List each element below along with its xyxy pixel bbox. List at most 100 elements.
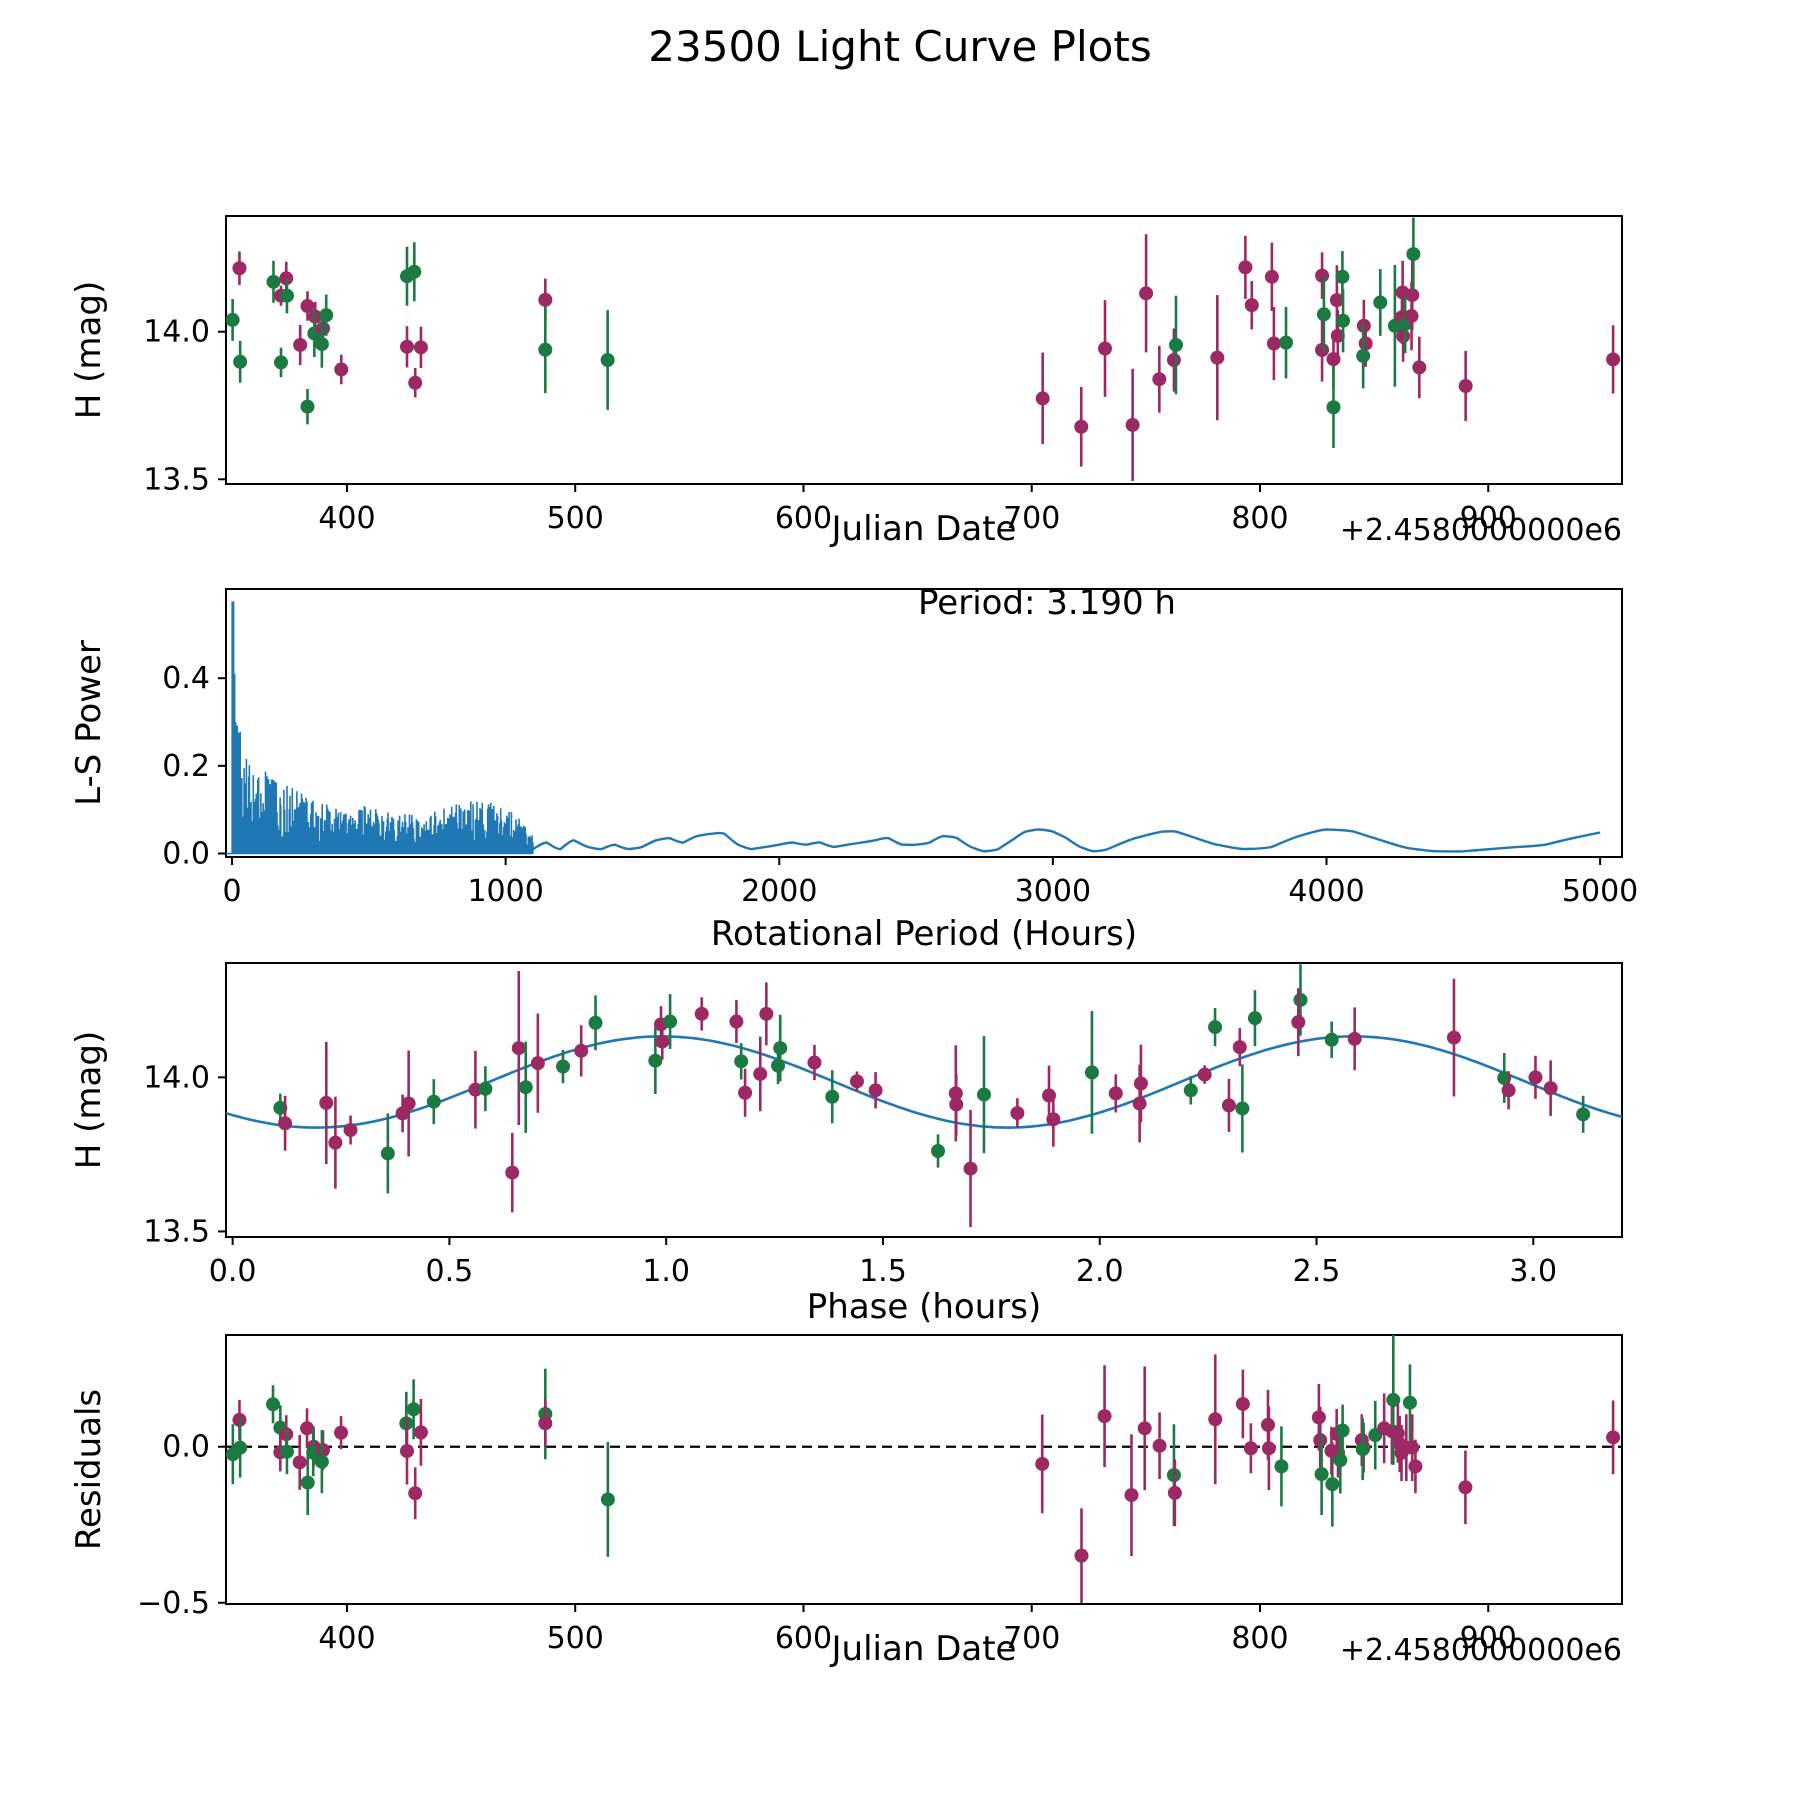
data-point bbox=[380, 1146, 395, 1161]
data-point bbox=[694, 1006, 709, 1021]
data-point bbox=[478, 1081, 493, 1096]
data-point bbox=[1373, 295, 1388, 310]
data-point bbox=[314, 337, 329, 352]
x-tick-label: 400 bbox=[318, 1621, 375, 1656]
data-point bbox=[1543, 1081, 1558, 1096]
data-point bbox=[1293, 992, 1308, 1007]
data-point bbox=[232, 261, 247, 276]
data-point bbox=[759, 1006, 774, 1021]
data-point bbox=[600, 353, 615, 368]
data-point bbox=[300, 399, 315, 414]
panel-data bbox=[226, 601, 1601, 855]
data-point bbox=[1408, 1459, 1423, 1474]
data-point bbox=[1035, 391, 1050, 406]
data-point bbox=[233, 354, 248, 369]
data-point bbox=[1330, 328, 1345, 343]
data-point bbox=[334, 1425, 349, 1440]
axes-frame bbox=[225, 1334, 1623, 1605]
data-point bbox=[1355, 1442, 1370, 1457]
data-point bbox=[300, 1421, 315, 1436]
data-point bbox=[600, 1492, 615, 1507]
data-point bbox=[825, 1089, 840, 1104]
x-tick-label: 2.5 bbox=[1293, 1254, 1341, 1289]
data-point bbox=[1325, 1477, 1340, 1492]
data-point bbox=[1458, 379, 1473, 394]
data-point bbox=[1074, 1548, 1089, 1563]
data-point bbox=[279, 1444, 294, 1459]
data-point bbox=[319, 1095, 334, 1110]
data-point bbox=[314, 1454, 329, 1469]
x-axis-label: Julian Date bbox=[830, 1629, 1017, 1669]
axis-offset-text: +2.4580000000e6 bbox=[1340, 1633, 1622, 1668]
data-point bbox=[868, 1083, 883, 1098]
data-point bbox=[1458, 1480, 1473, 1495]
data-point bbox=[1139, 286, 1154, 301]
data-point bbox=[1208, 1020, 1223, 1035]
data-point bbox=[1210, 350, 1225, 365]
data-point bbox=[1279, 335, 1294, 350]
x-tick-label: 700 bbox=[1003, 501, 1060, 536]
data-point bbox=[753, 1066, 768, 1081]
data-point bbox=[1358, 336, 1373, 351]
data-point bbox=[400, 339, 415, 354]
data-point bbox=[300, 1475, 315, 1490]
data-point bbox=[293, 337, 308, 352]
data-point bbox=[1311, 1410, 1326, 1425]
data-point bbox=[319, 308, 334, 323]
data-point bbox=[1336, 313, 1351, 328]
data-point bbox=[300, 299, 315, 314]
data-point bbox=[1247, 1011, 1262, 1026]
data-point bbox=[1137, 1421, 1152, 1436]
data-point bbox=[407, 264, 422, 279]
periodogram-curve bbox=[532, 828, 1601, 853]
data-point bbox=[574, 1043, 589, 1058]
data-point bbox=[1576, 1107, 1591, 1122]
data-point bbox=[931, 1144, 946, 1159]
x-tick-label: 5000 bbox=[1562, 874, 1638, 909]
x-tick-label: 4000 bbox=[1288, 874, 1364, 909]
x-axis-label: Julian Date bbox=[830, 509, 1017, 549]
x-tick-label: 800 bbox=[1231, 501, 1288, 536]
data-point bbox=[963, 1161, 978, 1176]
y-axis-label: Residuals bbox=[69, 1389, 109, 1550]
y-tick-label: 0.0 bbox=[162, 1430, 210, 1465]
data-point bbox=[1152, 372, 1167, 387]
data-point bbox=[1329, 293, 1344, 308]
panel-residuals bbox=[218, 1334, 1623, 1612]
data-point bbox=[1243, 1441, 1258, 1456]
x-tick-label: 0 bbox=[222, 874, 241, 909]
x-tick-label: 0.5 bbox=[426, 1254, 474, 1289]
data-point bbox=[1405, 1440, 1420, 1455]
panel-periodogram bbox=[218, 588, 1623, 865]
data-point bbox=[408, 1486, 423, 1501]
data-point bbox=[1235, 1396, 1250, 1411]
data-point bbox=[556, 1059, 571, 1074]
data-point bbox=[1132, 1096, 1147, 1111]
data-point bbox=[406, 1402, 421, 1417]
data-point bbox=[343, 1123, 358, 1138]
axis-offset-text: +2.4580000000e6 bbox=[1340, 513, 1622, 548]
panel-data bbox=[226, 1335, 1622, 1604]
x-tick-label: 3.0 bbox=[1509, 1254, 1557, 1289]
data-point bbox=[401, 1096, 416, 1111]
data-point bbox=[1168, 337, 1183, 352]
data-point bbox=[849, 1074, 864, 1089]
x-axis-label: Rotational Period (Hours) bbox=[711, 914, 1137, 954]
data-point bbox=[1412, 360, 1427, 375]
data-point bbox=[1314, 1467, 1329, 1482]
data-point bbox=[1097, 1409, 1112, 1424]
x-tick-label: 800 bbox=[1231, 1621, 1288, 1656]
data-point bbox=[1326, 400, 1341, 415]
data-point bbox=[1232, 1040, 1247, 1055]
data-point bbox=[1084, 1065, 1099, 1080]
data-point bbox=[1125, 417, 1140, 432]
y-tick-label: 0.2 bbox=[162, 749, 210, 784]
data-point bbox=[1335, 269, 1350, 284]
data-point bbox=[1446, 1030, 1461, 1045]
data-point bbox=[538, 1416, 553, 1431]
x-tick-label: 900 bbox=[1460, 1621, 1517, 1656]
data-point bbox=[266, 1397, 281, 1412]
data-point bbox=[1261, 1441, 1276, 1456]
data-point bbox=[1501, 1083, 1516, 1098]
